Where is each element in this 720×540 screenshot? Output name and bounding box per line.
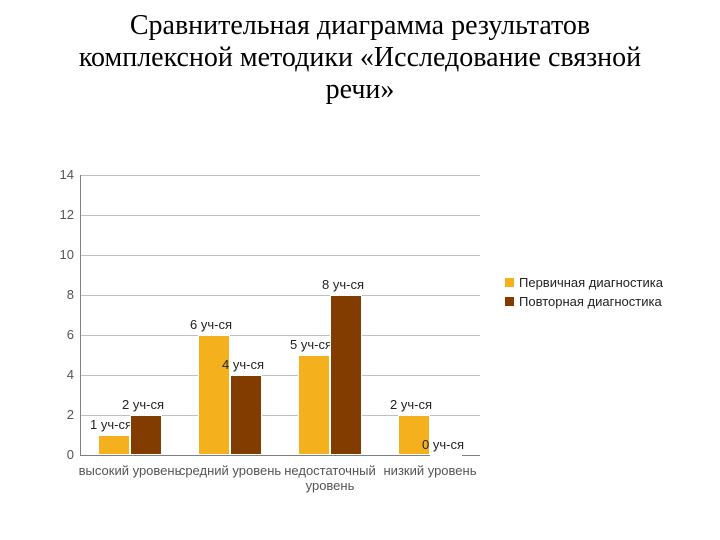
- legend-label: Первичная диагностика: [519, 275, 663, 290]
- bar: [98, 435, 130, 455]
- ytick-label: 12: [50, 207, 74, 222]
- grid-line: [80, 175, 480, 176]
- legend-item: Первичная диагностика: [505, 275, 663, 290]
- category-label: низкий уровень: [375, 463, 485, 478]
- grid-line: [80, 335, 480, 336]
- bar-value-label: 8 уч-ся: [322, 277, 364, 292]
- legend-swatch: [505, 297, 514, 306]
- bar-value-label: 2 уч-ся: [390, 397, 432, 412]
- grid-line: [80, 215, 480, 216]
- bar-value-label: 6 уч-ся: [190, 317, 232, 332]
- category-label: высокий уровень: [75, 463, 185, 478]
- category-label: средний уровень: [175, 463, 285, 478]
- bar-value-label: 0 уч-ся: [422, 437, 464, 452]
- ytick-label: 4: [50, 367, 74, 382]
- bar: [198, 335, 230, 455]
- bar-value-label: 1 уч-ся: [90, 417, 132, 432]
- legend-item: Повторная диагностика: [505, 294, 663, 309]
- bar-value-label: 4 уч-ся: [222, 357, 264, 372]
- ytick-label: 14: [50, 167, 74, 182]
- legend-swatch: [505, 278, 514, 287]
- legend-label: Повторная диагностика: [519, 294, 662, 309]
- grid-line: [80, 375, 480, 376]
- ytick-label: 8: [50, 287, 74, 302]
- y-axis: [80, 175, 81, 455]
- bar: [298, 355, 330, 455]
- bar-value-label: 2 уч-ся: [122, 397, 164, 412]
- bar: [430, 455, 462, 457]
- ytick-label: 0: [50, 447, 74, 462]
- ytick-label: 2: [50, 407, 74, 422]
- ytick-label: 6: [50, 327, 74, 342]
- legend: Первичная диагностика Повторная диагности…: [505, 275, 663, 313]
- ytick-label: 10: [50, 247, 74, 262]
- grid-line: [80, 255, 480, 256]
- bar: [230, 375, 262, 455]
- bar: [330, 295, 362, 455]
- grid-line: [80, 295, 480, 296]
- x-axis: [80, 455, 480, 456]
- bar: [130, 415, 162, 455]
- bar-chart: 0 2 4 6 8 10 12 14 1 уч-ся 2 уч-ся высокий уровень…: [0, 0, 720, 540]
- bar-value-label: 5 уч-ся: [290, 337, 332, 352]
- category-label: недостаточный уровень: [275, 463, 385, 493]
